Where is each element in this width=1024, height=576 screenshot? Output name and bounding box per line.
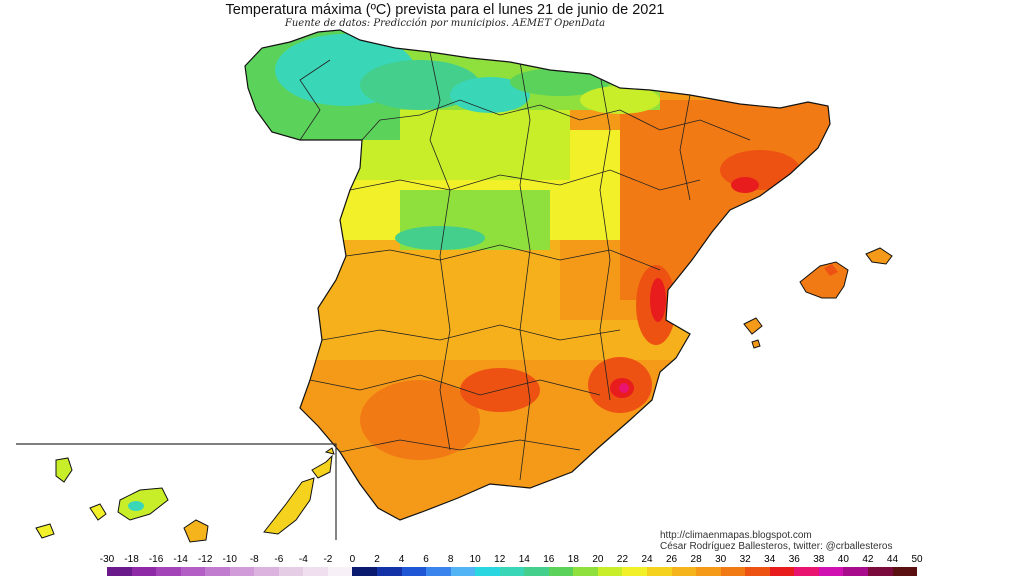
legend-swatch bbox=[548, 567, 574, 576]
balearic-islands bbox=[743, 247, 893, 349]
legend-swatch bbox=[377, 567, 402, 576]
legend-label: -2 bbox=[323, 554, 333, 565]
legend-label: -4 bbox=[298, 554, 308, 565]
legend-label: -16 bbox=[148, 554, 164, 565]
legend-label: 18 bbox=[567, 554, 579, 565]
legend-swatch bbox=[794, 567, 819, 576]
legend-swatch bbox=[769, 567, 795, 576]
legend-label: 36 bbox=[788, 554, 800, 565]
legend-label: -10 bbox=[222, 554, 237, 565]
legend-swatch bbox=[892, 567, 918, 576]
legend-swatch bbox=[401, 567, 427, 576]
legend-swatch bbox=[475, 567, 500, 576]
legend-label: 14 bbox=[518, 554, 530, 565]
legend-swatch bbox=[671, 567, 697, 576]
legend-label: -30 bbox=[99, 554, 115, 565]
legend-swatch bbox=[647, 567, 672, 576]
legend-swatch bbox=[450, 567, 476, 576]
legend-swatch bbox=[352, 567, 378, 576]
legend-label: 0 bbox=[349, 554, 356, 565]
legend-swatch bbox=[156, 567, 181, 576]
legend-swatch bbox=[327, 567, 353, 576]
legend-label: 16 bbox=[543, 554, 555, 565]
legend-swatch bbox=[573, 567, 598, 576]
legend-swatch bbox=[107, 567, 132, 576]
legend-label: 2 bbox=[374, 554, 380, 565]
legend-label: 6 bbox=[423, 554, 429, 565]
legend-color-bar bbox=[107, 567, 918, 576]
legend-swatch bbox=[867, 567, 893, 576]
legend-swatch bbox=[720, 567, 746, 576]
legend-swatch bbox=[205, 567, 230, 576]
credits: http://climaenmapas.blogspot.com César R… bbox=[660, 530, 892, 552]
credits-author: César Rodríguez Ballesteros, twitter: @c… bbox=[660, 541, 893, 552]
legend-label: 50 bbox=[911, 554, 923, 565]
legend-swatch bbox=[524, 567, 549, 576]
legend-swatch bbox=[696, 567, 721, 576]
map-title: Temperatura máxima (ºC) prevista para el… bbox=[225, 2, 665, 18]
legend-label: -8 bbox=[249, 554, 259, 565]
legend-swatch bbox=[745, 567, 770, 576]
legend-swatch bbox=[597, 567, 623, 576]
legend-label: 20 bbox=[592, 554, 604, 565]
legend-label: 8 bbox=[447, 554, 454, 565]
legend-swatch bbox=[303, 567, 328, 576]
legend-label: 38 bbox=[813, 554, 825, 565]
legend-swatch bbox=[229, 567, 255, 576]
legend-label: 44 bbox=[886, 554, 899, 565]
legend-swatch bbox=[131, 567, 157, 576]
legend-swatch bbox=[499, 567, 525, 576]
legend-label: 26 bbox=[665, 554, 678, 565]
legend-swatch bbox=[254, 567, 279, 576]
legend-label: -12 bbox=[197, 554, 213, 565]
legend-label: 22 bbox=[616, 554, 629, 565]
legend-label: 10 bbox=[469, 554, 481, 565]
legend-swatch bbox=[426, 567, 451, 576]
legend-label: 32 bbox=[739, 554, 751, 565]
legend-label: 40 bbox=[837, 554, 849, 565]
credits-website: http://climaenmapas.blogspot.com bbox=[660, 530, 812, 541]
legend-label: 24 bbox=[641, 554, 653, 565]
legend-label: -6 bbox=[274, 554, 284, 565]
legend-label: 12 bbox=[494, 554, 506, 565]
legend-label: -14 bbox=[173, 554, 188, 565]
legend-swatch bbox=[278, 567, 304, 576]
legend-swatch bbox=[622, 567, 648, 576]
legend-label: 4 bbox=[398, 554, 405, 565]
legend-swatch bbox=[818, 567, 844, 576]
legend-label: 28 bbox=[690, 554, 702, 565]
canary-islands-inset bbox=[16, 443, 337, 543]
legend-swatch bbox=[180, 567, 206, 576]
legend-label: 34 bbox=[764, 554, 776, 565]
legend-label: 42 bbox=[862, 554, 874, 565]
legend-label: 30 bbox=[715, 554, 727, 565]
legend-swatch bbox=[843, 567, 868, 576]
legend-labels: -30 -18 -16 -14 -12 -10 -8 -6 -4 -2 0 2 4 6 8 10 12 14 16 1… bbox=[100, 554, 930, 566]
map-subtitle: Fuente de datos: Predicción por municipi… bbox=[284, 18, 606, 29]
legend-label: -18 bbox=[124, 554, 139, 565]
